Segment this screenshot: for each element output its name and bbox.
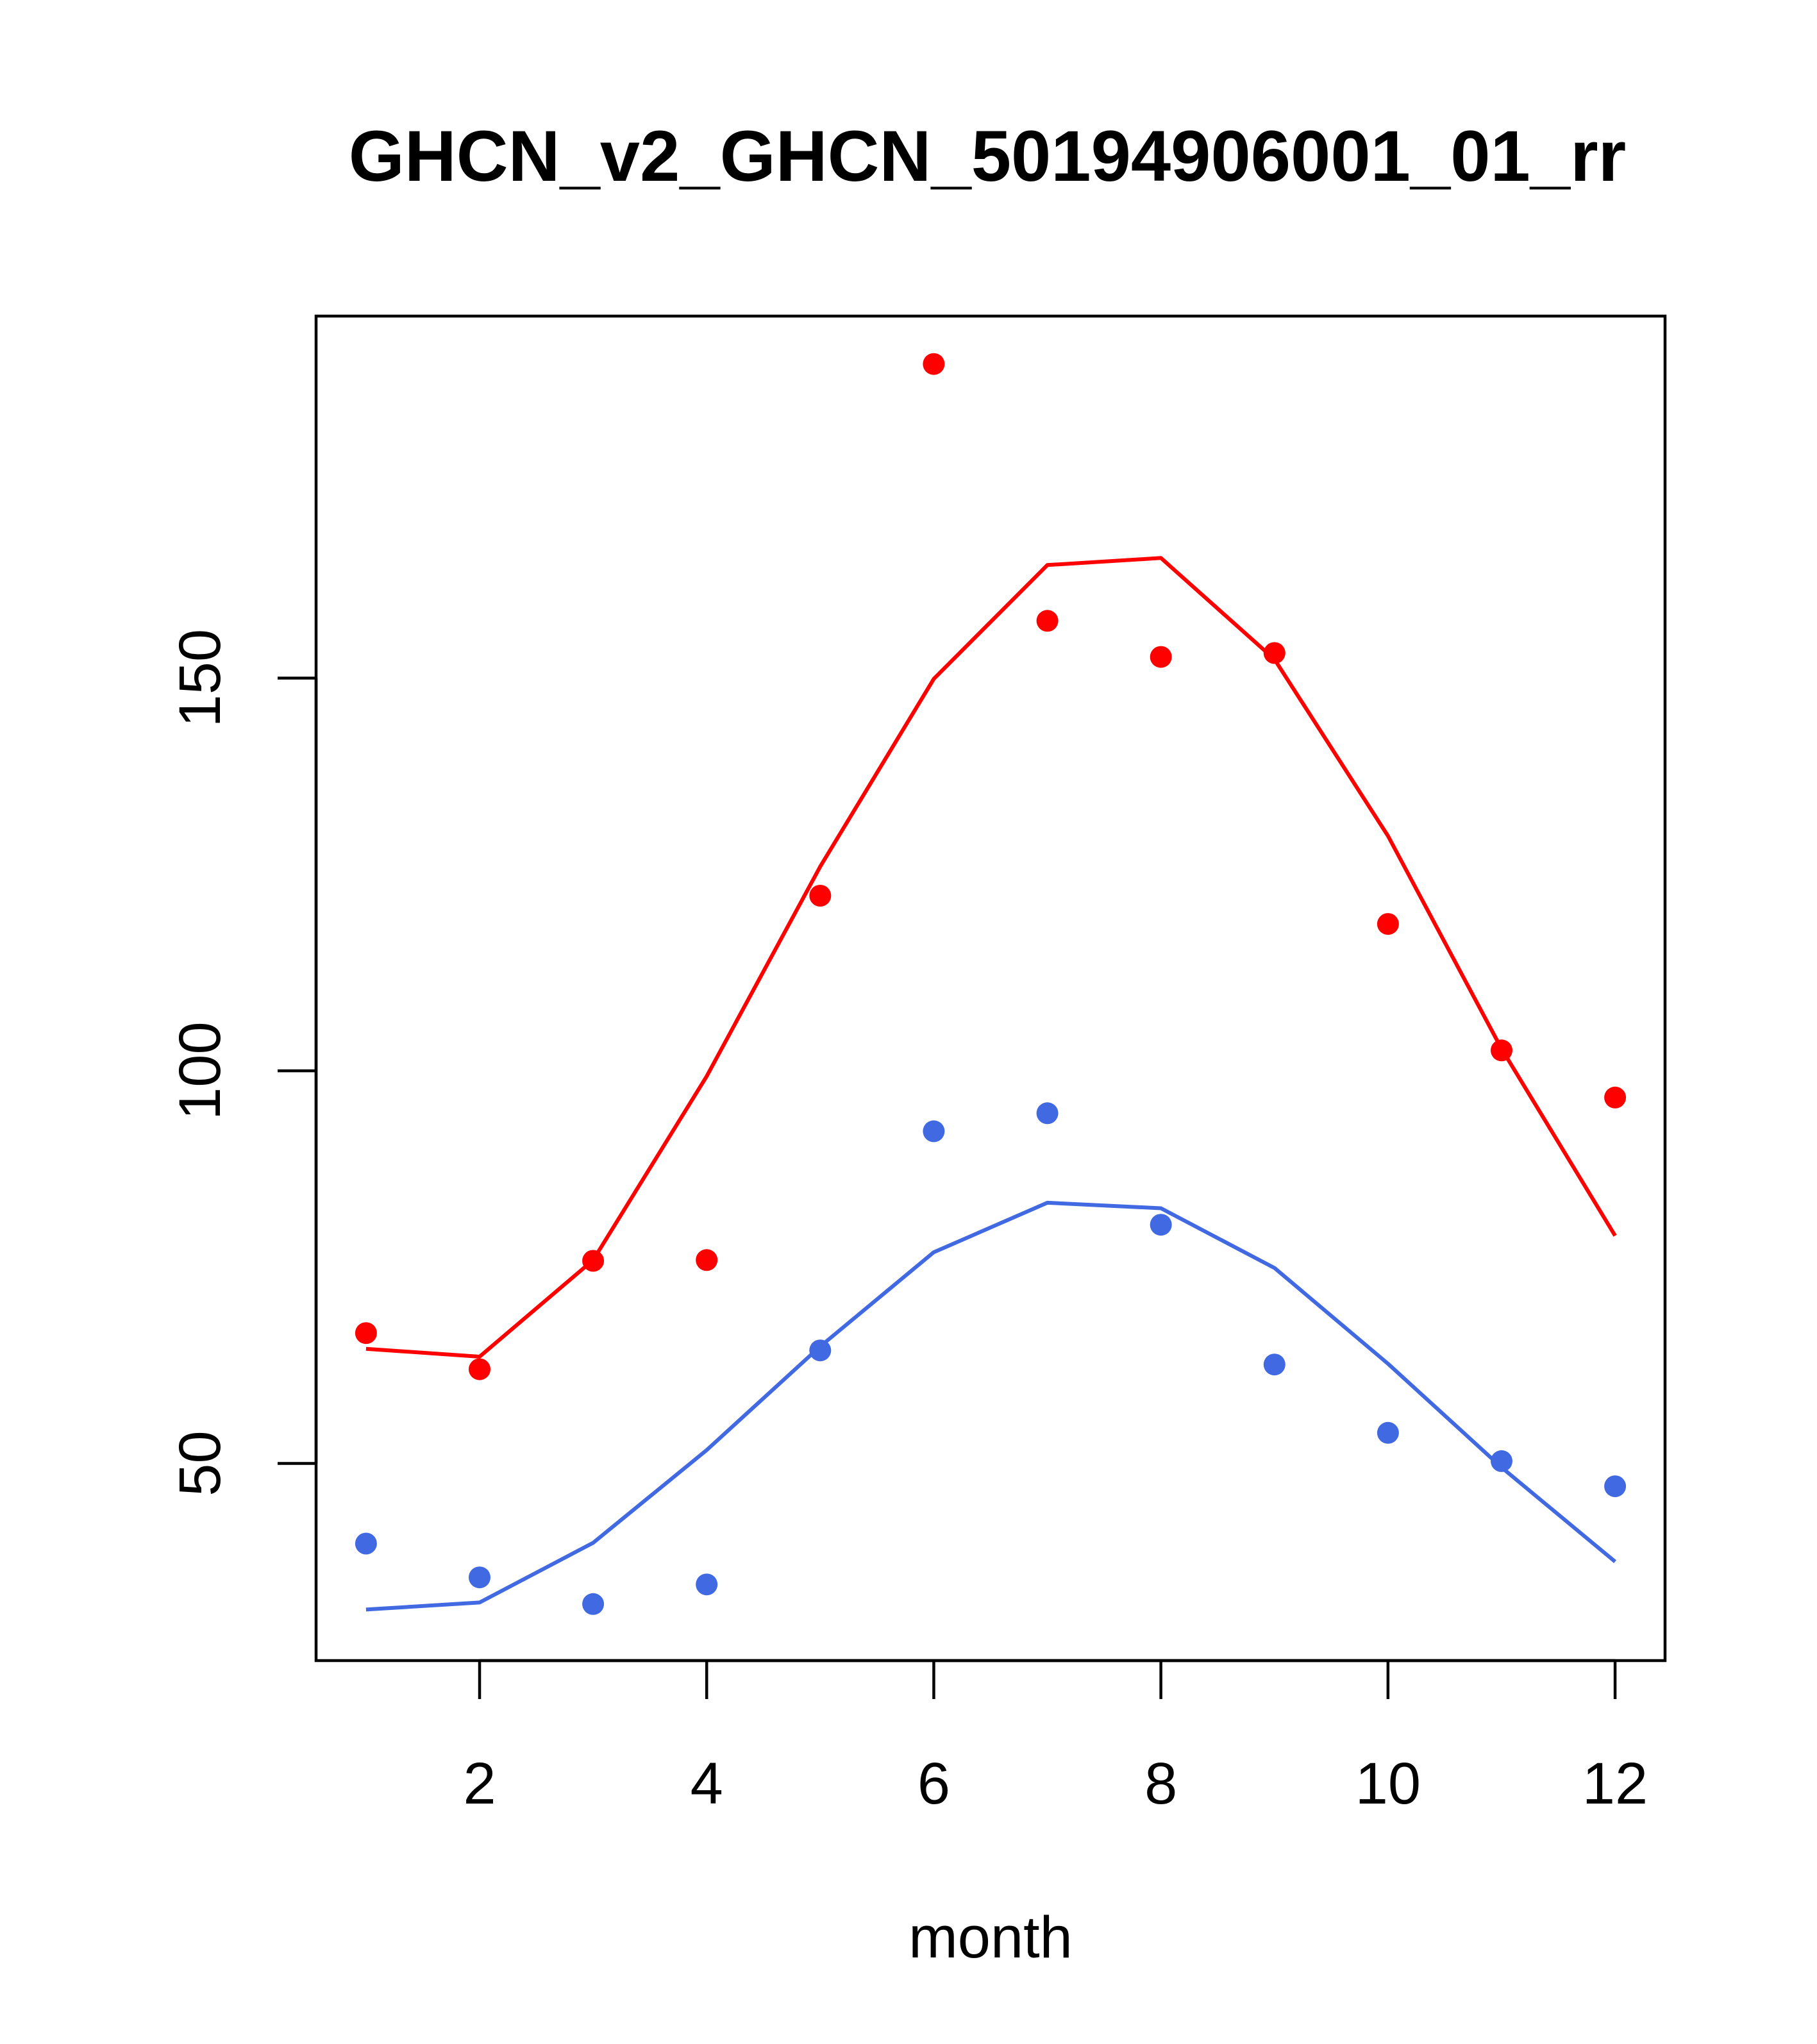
series-1-point	[1150, 646, 1172, 668]
series-2-point	[469, 1566, 490, 1589]
series-1-point	[1263, 642, 1285, 664]
y-axis: 50 100 150	[167, 629, 318, 1496]
x-tick-label: 6	[917, 1751, 950, 1816]
x-axis-label: month	[908, 1905, 1073, 1970]
series-1-point	[1036, 610, 1059, 632]
series-2-point	[1491, 1450, 1512, 1472]
series-1-line	[365, 556, 1617, 1359]
series-2-point	[923, 1120, 945, 1143]
series-2-line	[365, 1200, 1617, 1612]
series-2-point	[1604, 1475, 1627, 1498]
y-tick-label: 150	[167, 629, 233, 728]
series-1-point	[809, 885, 832, 907]
series-2-point	[1377, 1421, 1399, 1444]
y-tick-label: 50	[167, 1430, 233, 1496]
series-1-point	[1604, 1086, 1627, 1109]
series-1-point	[1377, 913, 1399, 935]
x-tick-label: 8	[1144, 1751, 1177, 1816]
series-1-point	[1491, 1039, 1512, 1062]
chart-title: GHCN_v2_GHCN_50194906001_01_rr	[349, 116, 1626, 196]
series-1-point	[355, 1322, 377, 1345]
plot-frame	[314, 314, 1667, 1663]
series-layer	[355, 353, 1627, 1615]
series-2-point	[582, 1593, 605, 1615]
series-2-point	[1263, 1353, 1285, 1376]
series-2-point	[1036, 1102, 1059, 1125]
x-tick-label: 10	[1355, 1751, 1421, 1816]
x-axis: 2 4 6 8 10 12	[463, 1659, 1648, 1816]
series-2-point	[355, 1532, 377, 1555]
x-tick-label: 4	[691, 1751, 723, 1816]
series-1-point	[582, 1250, 605, 1272]
series-2-point	[696, 1573, 718, 1596]
series-2-point	[809, 1339, 832, 1362]
series-1-point	[469, 1358, 490, 1380]
series-1-point	[923, 353, 945, 375]
plot-area	[314, 314, 1667, 1663]
x-tick-label: 12	[1582, 1751, 1648, 1816]
series-1-point	[696, 1249, 718, 1271]
x-tick-label: 2	[463, 1751, 496, 1816]
y-tick-label: 100	[167, 1021, 233, 1120]
series-2-point	[1150, 1214, 1172, 1236]
